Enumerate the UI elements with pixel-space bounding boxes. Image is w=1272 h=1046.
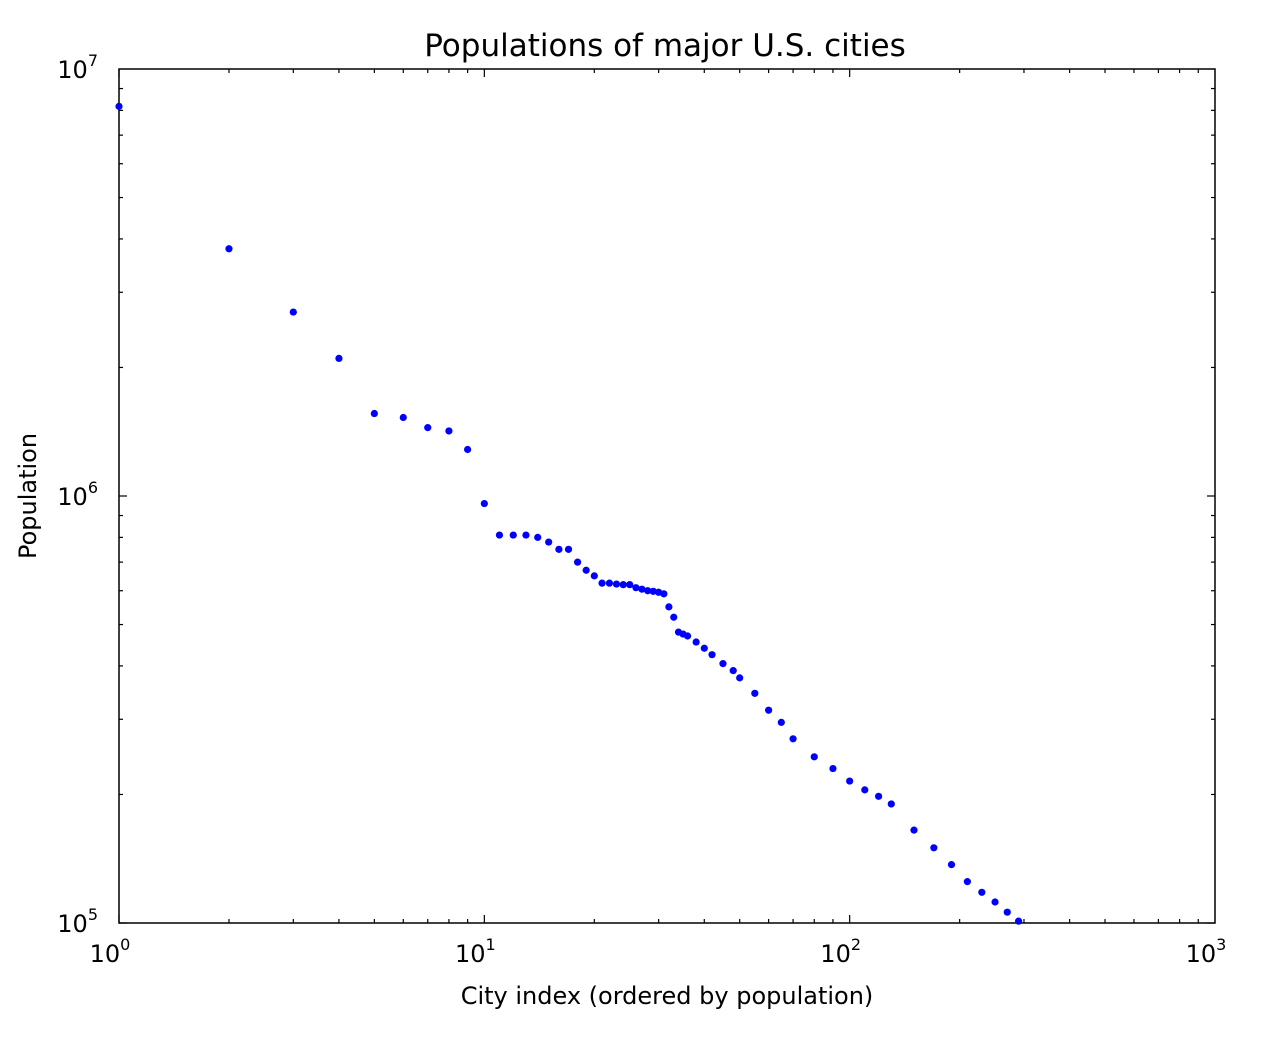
data-point [480, 499, 488, 508]
data-point [947, 861, 956, 869]
data-point [522, 531, 530, 539]
data-point [445, 427, 453, 435]
data-point [626, 581, 634, 589]
data-point [612, 580, 621, 588]
data-point [963, 878, 971, 886]
data-point [590, 572, 598, 580]
data-point [692, 638, 700, 646]
data-point [534, 533, 542, 541]
y-tick-label: 105 [57, 905, 98, 938]
data-point [777, 718, 785, 726]
y-tick-label: 106 [57, 478, 98, 511]
scatter-points [115, 102, 1023, 925]
data-point [991, 898, 999, 906]
data-point [729, 667, 737, 675]
data-point [605, 579, 614, 587]
data-point [736, 674, 744, 682]
data-point [644, 587, 652, 595]
data-point [887, 800, 895, 808]
data-point [1003, 908, 1011, 916]
x-tick-label: 101 [455, 935, 496, 968]
x-tick-label: 100 [90, 935, 131, 968]
data-point [289, 308, 297, 316]
data-point [1014, 917, 1023, 925]
data-point [509, 531, 517, 539]
x-axis-label: City index (ordered by population) [461, 982, 874, 1010]
y-axis-label: Population [14, 433, 42, 559]
data-point [399, 413, 407, 422]
data-point [225, 245, 233, 253]
data-point [846, 777, 854, 785]
axis-ticks [118, 69, 1215, 924]
data-point [335, 354, 343, 363]
data-point [555, 545, 563, 553]
data-point [829, 764, 837, 773]
data-point [660, 590, 668, 598]
data-point [619, 581, 627, 589]
data-point [665, 603, 673, 611]
data-point [632, 584, 640, 592]
data-point [874, 792, 883, 800]
data-point [649, 587, 657, 595]
data-point [861, 786, 869, 794]
data-point [910, 826, 918, 834]
data-point [115, 102, 123, 110]
chart-title: Populations of major U.S. cities [424, 28, 906, 64]
x-tick-label: 102 [820, 935, 861, 968]
data-point [495, 531, 504, 539]
y-tick-label: 107 [57, 51, 98, 84]
data-point [573, 558, 582, 566]
data-point [751, 689, 759, 697]
data-point [700, 644, 708, 652]
data-point [978, 888, 986, 896]
data-point [683, 632, 692, 640]
data-point [810, 753, 818, 761]
data-point [464, 445, 472, 454]
data-point [598, 579, 606, 587]
data-point [564, 545, 573, 553]
axis-tick-labels: 100 101 102 103 105 106 107 [57, 51, 1226, 968]
data-point [582, 566, 590, 574]
data-point [545, 538, 553, 546]
x-tick-label: 103 [1186, 935, 1227, 968]
data-point [719, 660, 727, 668]
data-point [708, 651, 716, 659]
data-point [930, 844, 938, 852]
data-point [789, 735, 797, 743]
data-point [670, 613, 678, 621]
plot-frame [118, 68, 1216, 924]
data-point [370, 409, 378, 418]
data-point [765, 706, 773, 714]
data-point [638, 585, 646, 593]
data-point [424, 424, 432, 432]
